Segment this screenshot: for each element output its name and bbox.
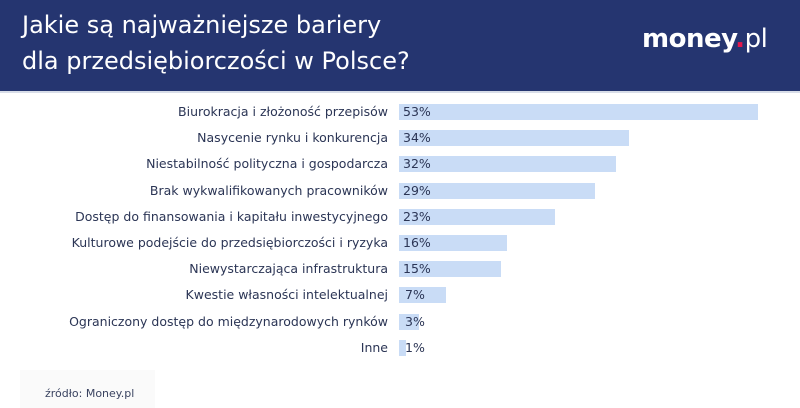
value-label: 23% — [403, 208, 431, 224]
chart-row: Nasycenie rynku i konkurencja 34% — [0, 128, 800, 154]
category-label: Biurokracja i złożoność przepisów — [178, 104, 388, 119]
value-label: 7% — [405, 287, 425, 303]
category-label: Nasycenie rynku i konkurencja — [197, 130, 388, 146]
title-line-2: dla przedsiębiorczości w Polsce? — [22, 47, 410, 75]
chart-row: Biurokracja i złożoność przepisów 53% — [0, 102, 800, 128]
money-pl-logo: money.pl — [642, 24, 768, 54]
category-label: Dostęp do finansowania i kapitału inwest… — [75, 208, 388, 224]
value-label: 16% — [403, 235, 431, 250]
bar — [399, 104, 758, 120]
category-label: Niewystarczająca infrastruktura — [189, 261, 388, 277]
category-label: Niestabilność polityczna i gospodarcza — [146, 156, 388, 172]
category-label: Kulturowe podejście do przedsiębiorczośc… — [71, 235, 388, 250]
chart-row: Inne 1% — [0, 338, 800, 364]
logo-main: money — [642, 24, 736, 54]
chart-header: Jakie są najważniejsze bariery dla przed… — [0, 0, 800, 91]
bar — [399, 156, 616, 173]
chart-row: Brak wykwalifikowanych pracowników 29% — [0, 181, 800, 207]
chart-row: Kwestie własności intelektualnej 7% — [0, 285, 800, 311]
value-label: 15% — [403, 261, 431, 277]
category-label: Ograniczony dostęp do międzynarodowych r… — [69, 313, 388, 329]
chart-row: Niewystarczająca infrastruktura 15% — [0, 259, 800, 285]
bar — [399, 313, 420, 330]
chart-row: Ograniczony dostęp do międzynarodowych r… — [0, 312, 800, 338]
bar — [399, 182, 596, 199]
logo-dot: . — [735, 24, 745, 54]
logo-tld: pl — [744, 24, 768, 54]
value-label: 32% — [403, 156, 431, 172]
bar — [399, 287, 447, 304]
bar — [399, 130, 630, 147]
bar — [399, 261, 501, 278]
header-divider — [0, 91, 800, 93]
chart-row: Niestabilność polityczna i gospodarcza 32… — [0, 154, 800, 180]
source-box — [20, 370, 155, 408]
title-line-1: Jakie są najważniejsze bariery — [22, 11, 382, 39]
value-label: 29% — [403, 182, 431, 198]
value-label: 3% — [405, 313, 425, 329]
category-label: Brak wykwalifikowanych pracowników — [149, 182, 388, 198]
category-label: Kwestie własności intelektualnej — [185, 287, 388, 303]
value-label: 34% — [403, 130, 431, 146]
source-note: źródło: Money.pl — [45, 387, 135, 400]
bar — [399, 208, 555, 225]
bar — [399, 339, 406, 356]
chart-title: Jakie są najważniejsze bariery dla przed… — [22, 7, 410, 79]
chart-row: Kulturowe podejście do przedsiębiorczośc… — [0, 233, 800, 259]
value-label: 1% — [405, 339, 425, 355]
value-label: 53% — [403, 104, 431, 119]
chart-row: Dostęp do finansowania i kapitału inwest… — [0, 207, 800, 233]
bar — [399, 235, 508, 251]
category-label: Inne — [360, 339, 388, 355]
